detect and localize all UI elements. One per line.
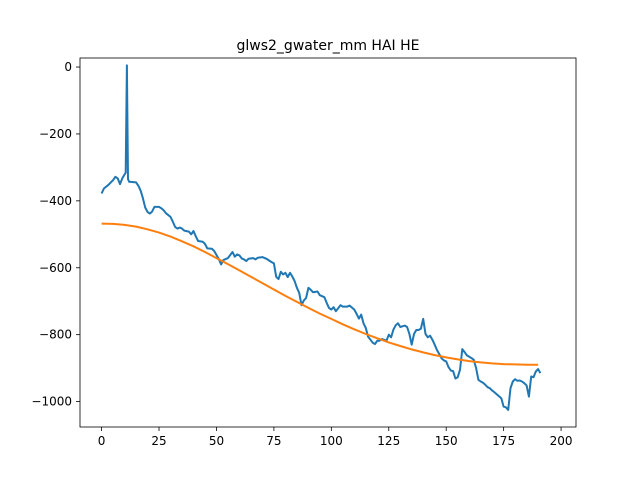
x-tick-label: 0 [98, 434, 106, 448]
axes-layer: 0 25 50 75 100 125 150 175 200 −1000 −800 −600 −400 −… [31, 57, 577, 448]
x-tick-label: 100 [320, 434, 343, 448]
y-tick-label: 0 [64, 60, 72, 74]
x-tick-label: 175 [492, 434, 515, 448]
series-line-1 [100, 64, 542, 411]
series-line-2 [101, 222, 539, 366]
x-tick-label: 150 [435, 434, 458, 448]
x-tick-label: 200 [550, 434, 573, 448]
y-tick-label: −200 [39, 127, 72, 141]
y-tick-label: −400 [39, 194, 72, 208]
x-tick-label: 50 [209, 434, 224, 448]
x-tick-label: 25 [151, 434, 166, 448]
x-tick-label: 125 [377, 434, 400, 448]
y-tick-label: −1000 [31, 395, 72, 409]
plot-frame [79, 57, 577, 428]
series-layer [100, 64, 542, 411]
y-tick-label: −600 [39, 261, 72, 275]
x-tick-label: 75 [266, 434, 281, 448]
y-tick-label: −800 [39, 328, 72, 342]
chart-title: glws2_gwater_mm HAI HE [237, 38, 420, 54]
